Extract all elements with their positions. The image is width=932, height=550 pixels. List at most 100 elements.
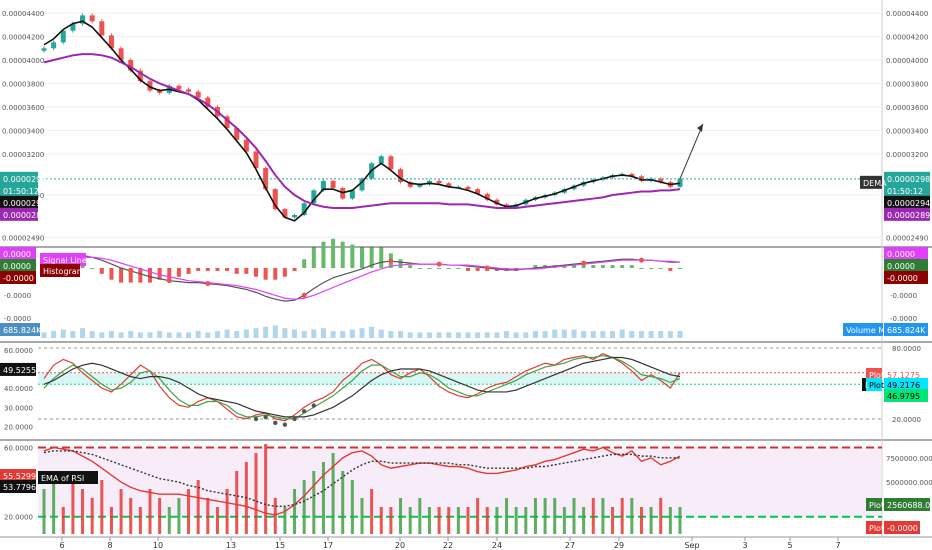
- rsi-volume-bar: [456, 507, 460, 534]
- histogram-bar: [591, 265, 596, 268]
- rsi-volume-bar: [572, 498, 576, 534]
- histogram-bar: [658, 268, 663, 269]
- macd-cross-dot: [388, 258, 394, 264]
- price-tick-right: 0.00004000: [886, 57, 928, 65]
- volume-bar: [128, 331, 134, 338]
- macd-cross-dot: [166, 278, 172, 284]
- rsi-volume-bar: [235, 471, 239, 534]
- candle-body: [147, 81, 153, 91]
- stoch-plot3-value: 46.9795: [887, 392, 920, 401]
- candle-body: [320, 180, 326, 191]
- dema-badge-right-bg: [884, 195, 930, 209]
- volume-bar: [243, 329, 249, 338]
- stoch-dot: [311, 403, 317, 408]
- histogram-bar: [109, 268, 114, 280]
- rsi-volume-bar: [601, 498, 605, 534]
- rsi-volume-bar: [408, 507, 412, 534]
- volume-bar: [417, 332, 423, 338]
- rsi-volume-bar: [71, 471, 75, 534]
- histogram-bar: [620, 265, 625, 268]
- histogram-bar: [456, 268, 461, 269]
- rsi-plot-label: Plot: [869, 501, 884, 510]
- macd-cross-dot: [301, 292, 307, 298]
- volume-bar: [292, 329, 298, 338]
- rsi-volume-bar: [611, 507, 615, 534]
- rsi-volume-bar: [196, 480, 200, 534]
- macd-tick-right: -0.0000: [890, 315, 917, 323]
- rsi-plot-label-bg: [866, 498, 882, 511]
- signal-line: [43, 256, 681, 300]
- macd-badge-r1: 0.0000: [887, 250, 915, 259]
- stoch-plot3-value-bg: [884, 389, 928, 402]
- stoch-tick-left: 60.0000: [4, 347, 33, 355]
- dema-badge-left: 0.00002949: [3, 199, 51, 208]
- volume-bar: [349, 329, 355, 338]
- histogram-bar: [99, 268, 104, 274]
- rsi-volume-bar: [524, 507, 528, 534]
- histogram-bar: [398, 259, 403, 268]
- rsi-volume-bar: [302, 480, 306, 534]
- rsi-volume-bar: [495, 507, 499, 534]
- stoch-dot: [282, 422, 288, 427]
- volume-bar: [398, 331, 404, 338]
- volume-bar: [571, 329, 577, 338]
- candle-body: [484, 193, 490, 200]
- volume-bar: [263, 326, 269, 338]
- price-tick-right: 0.00003800: [886, 80, 928, 88]
- candle-body: [128, 60, 134, 71]
- rsi-volume-bar: [485, 507, 489, 534]
- volume-bar: [590, 331, 596, 338]
- ma-badge-left: 0.00002895: [3, 211, 51, 220]
- histogram-bar: [138, 268, 143, 283]
- volume-bar: [658, 331, 664, 338]
- volume-bar: [137, 332, 143, 338]
- macd-cross-dot: [484, 265, 490, 271]
- histogram-bar: [408, 265, 413, 268]
- volume-bar: [388, 331, 394, 338]
- rsi-volume-bar: [553, 498, 557, 534]
- candle-body: [234, 128, 240, 140]
- macd-cross-dot: [436, 261, 442, 267]
- histogram-bar: [629, 265, 634, 268]
- volume-bar: [638, 331, 644, 338]
- histogram-bar: [600, 265, 605, 268]
- candle-body: [137, 70, 143, 82]
- volume-bar: [80, 328, 86, 338]
- volume-bar: [176, 332, 182, 338]
- ma-badge-right: 0.00002895: [887, 211, 932, 220]
- dema-badge-right: 0.00002949: [887, 199, 932, 208]
- histogram-bar: [148, 268, 152, 283]
- macd-badge-r1-bg: [884, 247, 928, 260]
- stoch-tick-left: 20.0000: [4, 423, 33, 431]
- stoch-plot2-value: 49.2176: [887, 381, 920, 390]
- volume-bar: [446, 332, 452, 338]
- rsi-volume-bar: [90, 498, 94, 534]
- volume-bar: [99, 332, 105, 338]
- volume-bar: [205, 332, 211, 338]
- histogram-bar: [466, 268, 470, 271]
- rsi-volume-bar: [81, 489, 85, 534]
- rsi-volume-bar: [119, 489, 123, 534]
- histogram-bar: [427, 268, 432, 269]
- rsi-volume-bar: [543, 498, 547, 534]
- price-tick-left: 0.00003600: [2, 104, 44, 112]
- macd-badge-c: -0.0000: [3, 274, 34, 283]
- volume-bar: [108, 331, 114, 338]
- price-tick-right: 0.00003600: [886, 104, 928, 112]
- time-tick-label: 27: [565, 541, 575, 550]
- volume-bar: [330, 331, 336, 338]
- stoch-band-fill: [38, 372, 680, 385]
- candle-body: [292, 214, 298, 218]
- volume-bar: [648, 331, 654, 338]
- rsi-volume-bar: [360, 498, 364, 534]
- legend-histogram-bg: [40, 264, 80, 277]
- rsi-plot2-value: -0.0000: [887, 524, 918, 533]
- legend-signal-line: Signal Line: [43, 256, 87, 265]
- rsi-volume-bar: [533, 498, 537, 534]
- candle-body: [272, 189, 278, 210]
- macd-badge-c-bg: [0, 271, 36, 284]
- rsi-volume-bar: [659, 498, 663, 534]
- macd-badge-b: 0.0000: [3, 262, 31, 271]
- rsi-volume-bar: [206, 498, 210, 534]
